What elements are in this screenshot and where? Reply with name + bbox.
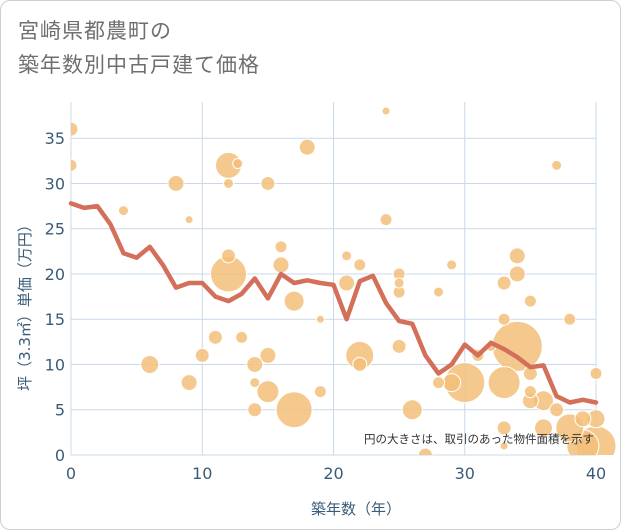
data-bubble (341, 250, 353, 262)
data-bubble (207, 329, 223, 345)
x-tick-label: 20 (323, 464, 343, 483)
y-tick-label: 20 (45, 265, 65, 284)
data-bubble (551, 159, 563, 171)
x-axis-label: 築年数（年） (311, 500, 401, 518)
data-bubble (523, 294, 537, 308)
data-bubble (272, 256, 290, 274)
data-bubble (574, 410, 592, 428)
data-bubble (283, 290, 305, 312)
y-tick-label: 15 (45, 310, 65, 329)
bubble-layer (71, 106, 617, 455)
data-bubble (496, 275, 512, 291)
data-bubble (499, 441, 509, 451)
data-bubble (140, 354, 160, 374)
data-bubble (352, 356, 368, 372)
y-tick-label: 30 (45, 174, 65, 193)
data-bubble (274, 240, 288, 254)
data-bubble (180, 374, 198, 392)
y-tick-label: 25 (45, 220, 65, 239)
data-bubble (497, 312, 511, 326)
data-bubble (589, 367, 603, 381)
data-bubble (487, 366, 521, 400)
data-bubble (523, 385, 537, 399)
average-price-line (68, 201, 599, 405)
data-bubble (508, 247, 526, 265)
data-bubble (259, 346, 277, 364)
data-bubble (235, 330, 249, 344)
data-bubble (260, 175, 276, 191)
data-bubble (508, 265, 526, 283)
x-tick-label: 10 (192, 464, 212, 483)
chart-title: 宮崎県都農町の 築年数別中古戸建て価格 (18, 14, 260, 82)
data-bubble (442, 373, 462, 393)
y-axis-label: 坪（3.3㎡）単価（万円） (16, 217, 34, 391)
data-bubble (232, 158, 244, 170)
title-line-1: 宮崎県都農町の (18, 19, 172, 43)
data-bubble (118, 205, 129, 217)
data-bubble (379, 213, 393, 227)
data-bubble (184, 215, 194, 225)
data-bubble (194, 347, 210, 363)
trend-line-layer (68, 201, 599, 405)
x-tick-label: 30 (455, 464, 475, 483)
y-tick-label: 35 (45, 129, 65, 148)
data-bubble (221, 248, 236, 264)
tick-labels: 0 10 20 30 40 0 5 10 15 20 25 30 35 (45, 129, 607, 483)
x-tick-label: 40 (586, 464, 606, 483)
title-line-2: 築年数別中古戸建て価格 (18, 53, 260, 77)
data-bubble (401, 399, 423, 421)
y-tick-label: 5 (55, 401, 65, 420)
data-bubble (417, 447, 433, 455)
data-bubble (71, 158, 78, 172)
y-tick-label: 10 (45, 355, 65, 374)
data-bubble (563, 312, 577, 326)
data-bubble (223, 177, 234, 189)
data-bubble (275, 391, 313, 429)
size-note: 円の大きさは、取引のあった物件面積を示す (364, 432, 594, 446)
data-bubble (298, 138, 316, 156)
data-bubble (446, 259, 458, 271)
data-bubble (256, 380, 280, 404)
x-tick-label: 0 (66, 464, 76, 483)
data-bubble (315, 314, 325, 324)
y-tick-label: 0 (55, 446, 65, 465)
data-bubble (71, 121, 79, 137)
data-bubble (391, 338, 407, 354)
data-bubble (381, 106, 391, 116)
data-bubble (338, 274, 356, 292)
data-bubble (246, 355, 264, 373)
data-bubble (496, 420, 512, 436)
data-bubble (353, 258, 367, 272)
data-bubble (433, 286, 444, 298)
data-bubble (549, 402, 565, 418)
data-bubble (247, 402, 263, 418)
data-bubble (167, 174, 185, 192)
data-bubble (534, 418, 553, 438)
data-bubble (432, 376, 445, 390)
data-bubble (249, 377, 261, 389)
data-bubble (313, 385, 327, 399)
data-bubble (393, 277, 405, 289)
